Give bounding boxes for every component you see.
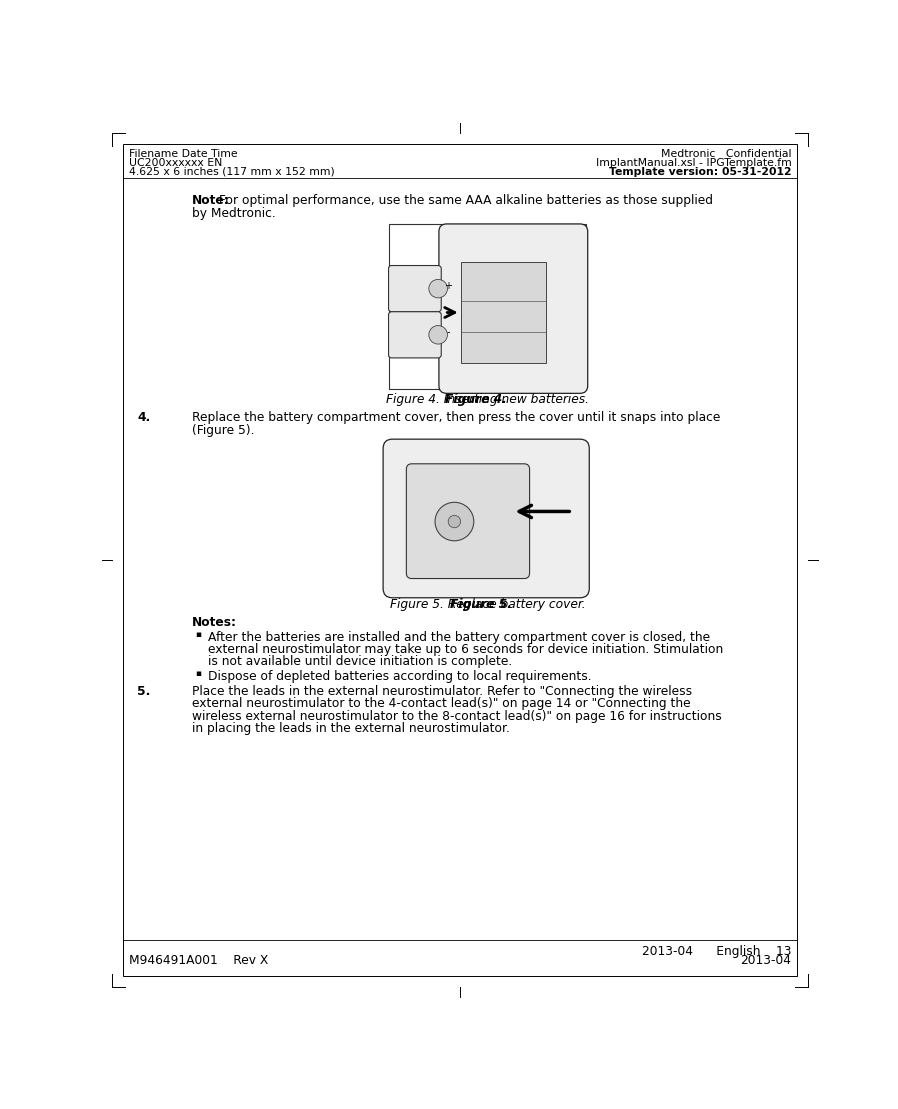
Text: in placing the leads in the external neurostimulator.: in placing the leads in the external neu… (191, 722, 509, 735)
Text: wireless external neurostimulator to the 8-contact lead(s)" on page 16 for instr: wireless external neurostimulator to the… (191, 710, 721, 723)
Text: Notes:: Notes: (191, 617, 237, 629)
Text: -: - (446, 327, 450, 337)
FancyBboxPatch shape (389, 265, 441, 312)
Text: Note:: Note: (191, 194, 229, 207)
Text: is not available until device initiation is complete.: is not available until device initiation… (208, 655, 512, 668)
Text: 2013-04: 2013-04 (741, 954, 791, 967)
FancyBboxPatch shape (439, 224, 587, 394)
FancyBboxPatch shape (407, 464, 530, 579)
Text: 2013-04      English    13: 2013-04 English 13 (642, 945, 791, 958)
Bar (389, 224, 586, 389)
Text: +: + (445, 281, 453, 291)
Text: Figure 4.: Figure 4. (445, 393, 506, 406)
FancyBboxPatch shape (383, 439, 589, 598)
Circle shape (429, 279, 447, 298)
Circle shape (435, 502, 474, 541)
Text: UC200xxxxxx EN: UC200xxxxxx EN (129, 157, 223, 167)
Text: Figure 4. Inserting new batteries.: Figure 4. Inserting new batteries. (386, 393, 589, 406)
Text: ImplantManual.xsl - IPGTemplate.fm: ImplantManual.xsl - IPGTemplate.fm (595, 157, 791, 167)
Text: Template version: 05-31-2012: Template version: 05-31-2012 (609, 166, 791, 176)
Text: 4.625 x 6 inches (117 mm x 152 mm): 4.625 x 6 inches (117 mm x 152 mm) (129, 166, 335, 176)
Text: Replace the battery compartment cover, then press the cover until it snaps into : Replace the battery compartment cover, t… (191, 411, 720, 424)
Text: M946491A001    Rev X: M946491A001 Rev X (129, 954, 269, 967)
Text: For optimal performance, use the same AAA alkaline batteries as those supplied: For optimal performance, use the same AA… (215, 194, 712, 207)
Text: 5.: 5. (137, 685, 151, 699)
Text: Figure 5. Replace battery cover.: Figure 5. Replace battery cover. (390, 598, 585, 611)
Text: external neurostimulator to the 4-contact lead(s)" on page 14 or "Connecting the: external neurostimulator to the 4-contac… (191, 698, 691, 711)
Circle shape (448, 516, 461, 528)
Text: external neurostimulator may take up to 6 seconds for device initiation. Stimula: external neurostimulator may take up to … (208, 643, 723, 655)
FancyBboxPatch shape (389, 312, 441, 358)
Text: ▪: ▪ (195, 630, 201, 639)
Bar (461, 263, 546, 363)
Text: Medtronic   Confidential: Medtronic Confidential (661, 149, 791, 159)
Text: Figure 5.: Figure 5. (450, 598, 512, 611)
Text: Dispose of depleted batteries according to local requirements.: Dispose of depleted batteries according … (208, 670, 592, 683)
Bar (389, 440, 586, 594)
Text: by Medtronic.: by Medtronic. (191, 207, 276, 220)
Text: ▪: ▪ (195, 669, 201, 678)
Text: After the batteries are installed and the battery compartment cover is closed, t: After the batteries are installed and th… (208, 631, 710, 643)
Text: Place the leads in the external neurostimulator. Refer to "Connecting the wirele: Place the leads in the external neurosti… (191, 685, 691, 699)
Text: (Figure 5).: (Figure 5). (191, 424, 254, 437)
Text: 4.: 4. (137, 411, 151, 424)
Text: Filename Date Time: Filename Date Time (129, 149, 238, 159)
Circle shape (429, 326, 447, 344)
